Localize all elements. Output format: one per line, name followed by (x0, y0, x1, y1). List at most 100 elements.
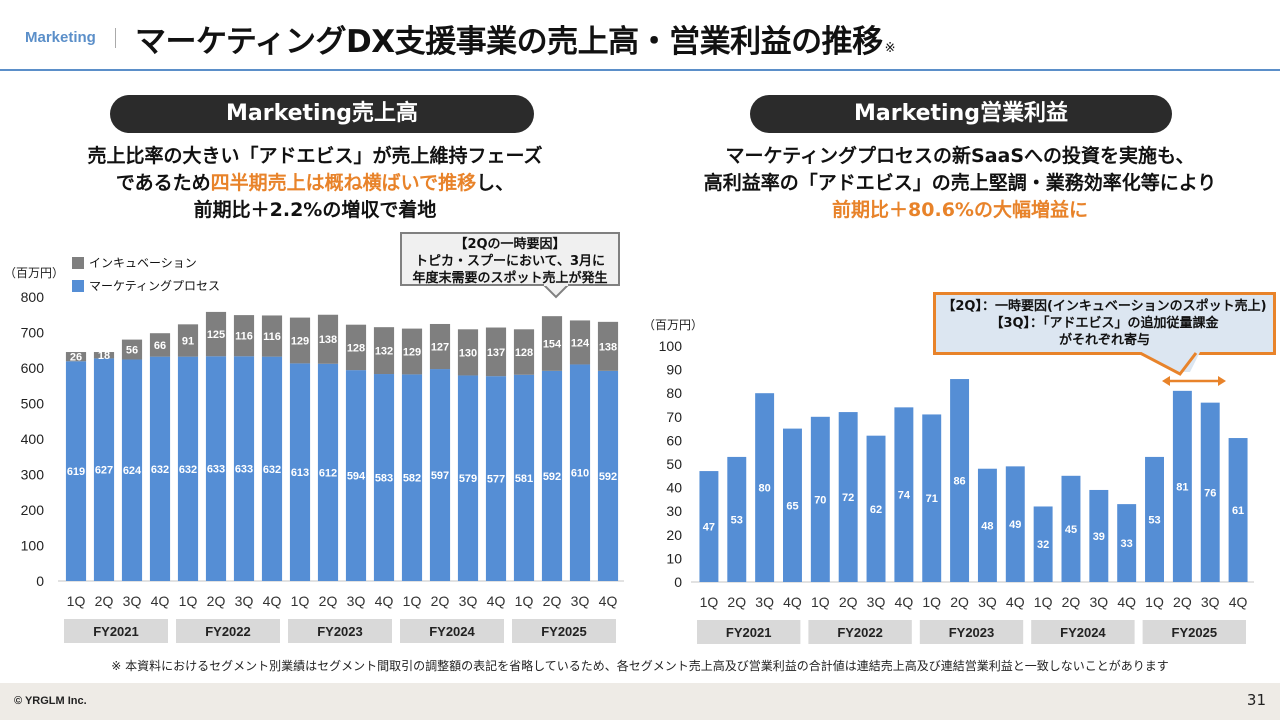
bar-secondary (541, 316, 563, 371)
profit-callout-line1: 【2Q】：一時要因(インキュベーションのスポット売上) (942, 299, 1267, 314)
bar-secondary (205, 311, 227, 357)
bar-primary (261, 356, 283, 581)
x-tick-label: 1Q (922, 594, 941, 610)
data-label: 80 (759, 483, 771, 495)
data-label: 597 (431, 470, 449, 482)
bar-primary (65, 361, 87, 581)
fy-group-label: FY2022 (205, 624, 251, 639)
sales-desc-line2: であるため四半期売上は概ね横ばいで推移し、 (0, 170, 630, 197)
data-label: 130 (459, 347, 477, 359)
x-tick-label: 3Q (755, 594, 774, 610)
bar-primary (541, 370, 563, 581)
data-label: 138 (319, 334, 337, 346)
data-label: 579 (459, 473, 477, 485)
data-label: 632 (151, 464, 169, 476)
data-label: 116 (235, 331, 253, 343)
x-tick-label: 2Q (727, 594, 746, 610)
y-tick-label: 80 (666, 385, 682, 401)
fy-group-box (808, 620, 912, 644)
sales-pill-heading: Marketing売上高 (110, 95, 534, 133)
sales-desc-line2-pre: であるため (115, 172, 211, 194)
x-tick-label: 3Q (1201, 594, 1220, 610)
data-label: 128 (347, 342, 365, 354)
profit-pill-heading: Marketing営業利益 (750, 95, 1172, 133)
bar-primary (233, 356, 255, 581)
bar-primary (205, 356, 227, 581)
data-label: 53 (731, 514, 743, 526)
data-label: 33 (1121, 538, 1133, 550)
data-label: 627 (95, 465, 113, 477)
bar-primary (429, 369, 451, 581)
legend-item-marketing-process: マーケティングプロセス (72, 274, 220, 297)
bar-primary (1089, 489, 1109, 582)
x-tick-label: 4Q (151, 593, 170, 609)
bar-primary (485, 376, 507, 581)
data-label: 127 (431, 342, 449, 354)
x-tick-label: 4Q (375, 593, 394, 609)
slide-footer: © YRGLM Inc. 31 (0, 683, 1280, 720)
data-label: 592 (599, 471, 617, 483)
fy-group-label: FY2021 (93, 624, 139, 639)
double-arrow-icon (1162, 376, 1226, 386)
sales-legend: インキュベーション マーケティングプロセス (72, 251, 220, 297)
data-label: 74 (898, 490, 911, 502)
x-tick-label: 4Q (1229, 594, 1248, 610)
x-tick-label: 3Q (978, 594, 997, 610)
page-number: 31 (1246, 691, 1266, 709)
fy-group-label: FY2023 (317, 624, 363, 639)
fy-group-label: FY2025 (541, 624, 587, 639)
sales-callout-line2: トピカ・スプーにおいて、3月に (414, 254, 605, 269)
page-title: マーケティングDX支援事業の売上高・営業利益の推移 ※ (135, 16, 896, 61)
y-tick-label: 50 (666, 456, 682, 472)
bar-primary (977, 468, 997, 582)
data-label: 125 (207, 329, 225, 341)
data-label: 62 (870, 504, 882, 516)
bar-secondary (93, 352, 115, 359)
data-label: 612 (319, 467, 337, 479)
profit-chart: 0 10 20 30 40 50 60 70 80 90 100 47 1Q 53 2Q 80 3Q 65 4Q 70… (659, 338, 1254, 644)
x-tick-label: 2Q (839, 594, 858, 610)
sales-description: 売上比率の大きい「アドエビス」が売上維持フェーズ であるため四半期売上は概ね横ば… (0, 143, 630, 224)
fy-group-box (1142, 620, 1246, 644)
copyright: © YRGLM Inc. (14, 695, 87, 707)
bar-primary (727, 456, 747, 582)
title-note-mark: ※ (884, 41, 896, 56)
sales-desc-line2-post: し、 (476, 172, 515, 194)
bar-primary (1033, 506, 1053, 582)
bar-primary (1172, 390, 1192, 582)
y-tick-label: 400 (21, 431, 45, 447)
data-label: 56 (126, 345, 138, 357)
data-label: 619 (67, 466, 85, 478)
y-tick-label: 700 (21, 325, 45, 341)
x-tick-label: 1Q (1034, 594, 1053, 610)
y-tick-label: 100 (21, 538, 45, 554)
y-tick-label: 70 (666, 409, 682, 425)
x-tick-label: 2Q (950, 594, 969, 610)
bar-primary (177, 356, 199, 581)
x-tick-label: 2Q (207, 593, 226, 609)
data-label: 61 (1232, 505, 1244, 517)
x-tick-label: 1Q (1145, 594, 1164, 610)
bar-secondary (261, 315, 283, 357)
bar-primary (783, 428, 802, 582)
data-label: 613 (291, 467, 309, 479)
y-tick-label: 10 (666, 550, 682, 566)
data-label: 26 (70, 352, 82, 364)
bar-primary (866, 435, 886, 582)
fy-group-label: FY2021 (726, 625, 772, 640)
y-tick-label: 0 (36, 573, 44, 589)
x-tick-label: 3Q (571, 593, 590, 609)
y-tick-label: 100 (659, 338, 683, 354)
data-label: 124 (571, 337, 590, 349)
x-tick-label: 3Q (459, 593, 478, 609)
x-tick-label: 4Q (487, 593, 506, 609)
bar-primary (317, 363, 339, 581)
data-label: 581 (515, 473, 533, 485)
section-label: Marketing (25, 29, 96, 46)
data-label: 132 (375, 346, 393, 358)
profit-callout-line2: 【3Q】：「アドエビス」の追加従量課金 (990, 316, 1219, 331)
bar-primary (1145, 456, 1164, 582)
x-tick-label: 3Q (347, 593, 366, 609)
data-label: 65 (786, 500, 798, 512)
bar-primary (289, 363, 311, 581)
